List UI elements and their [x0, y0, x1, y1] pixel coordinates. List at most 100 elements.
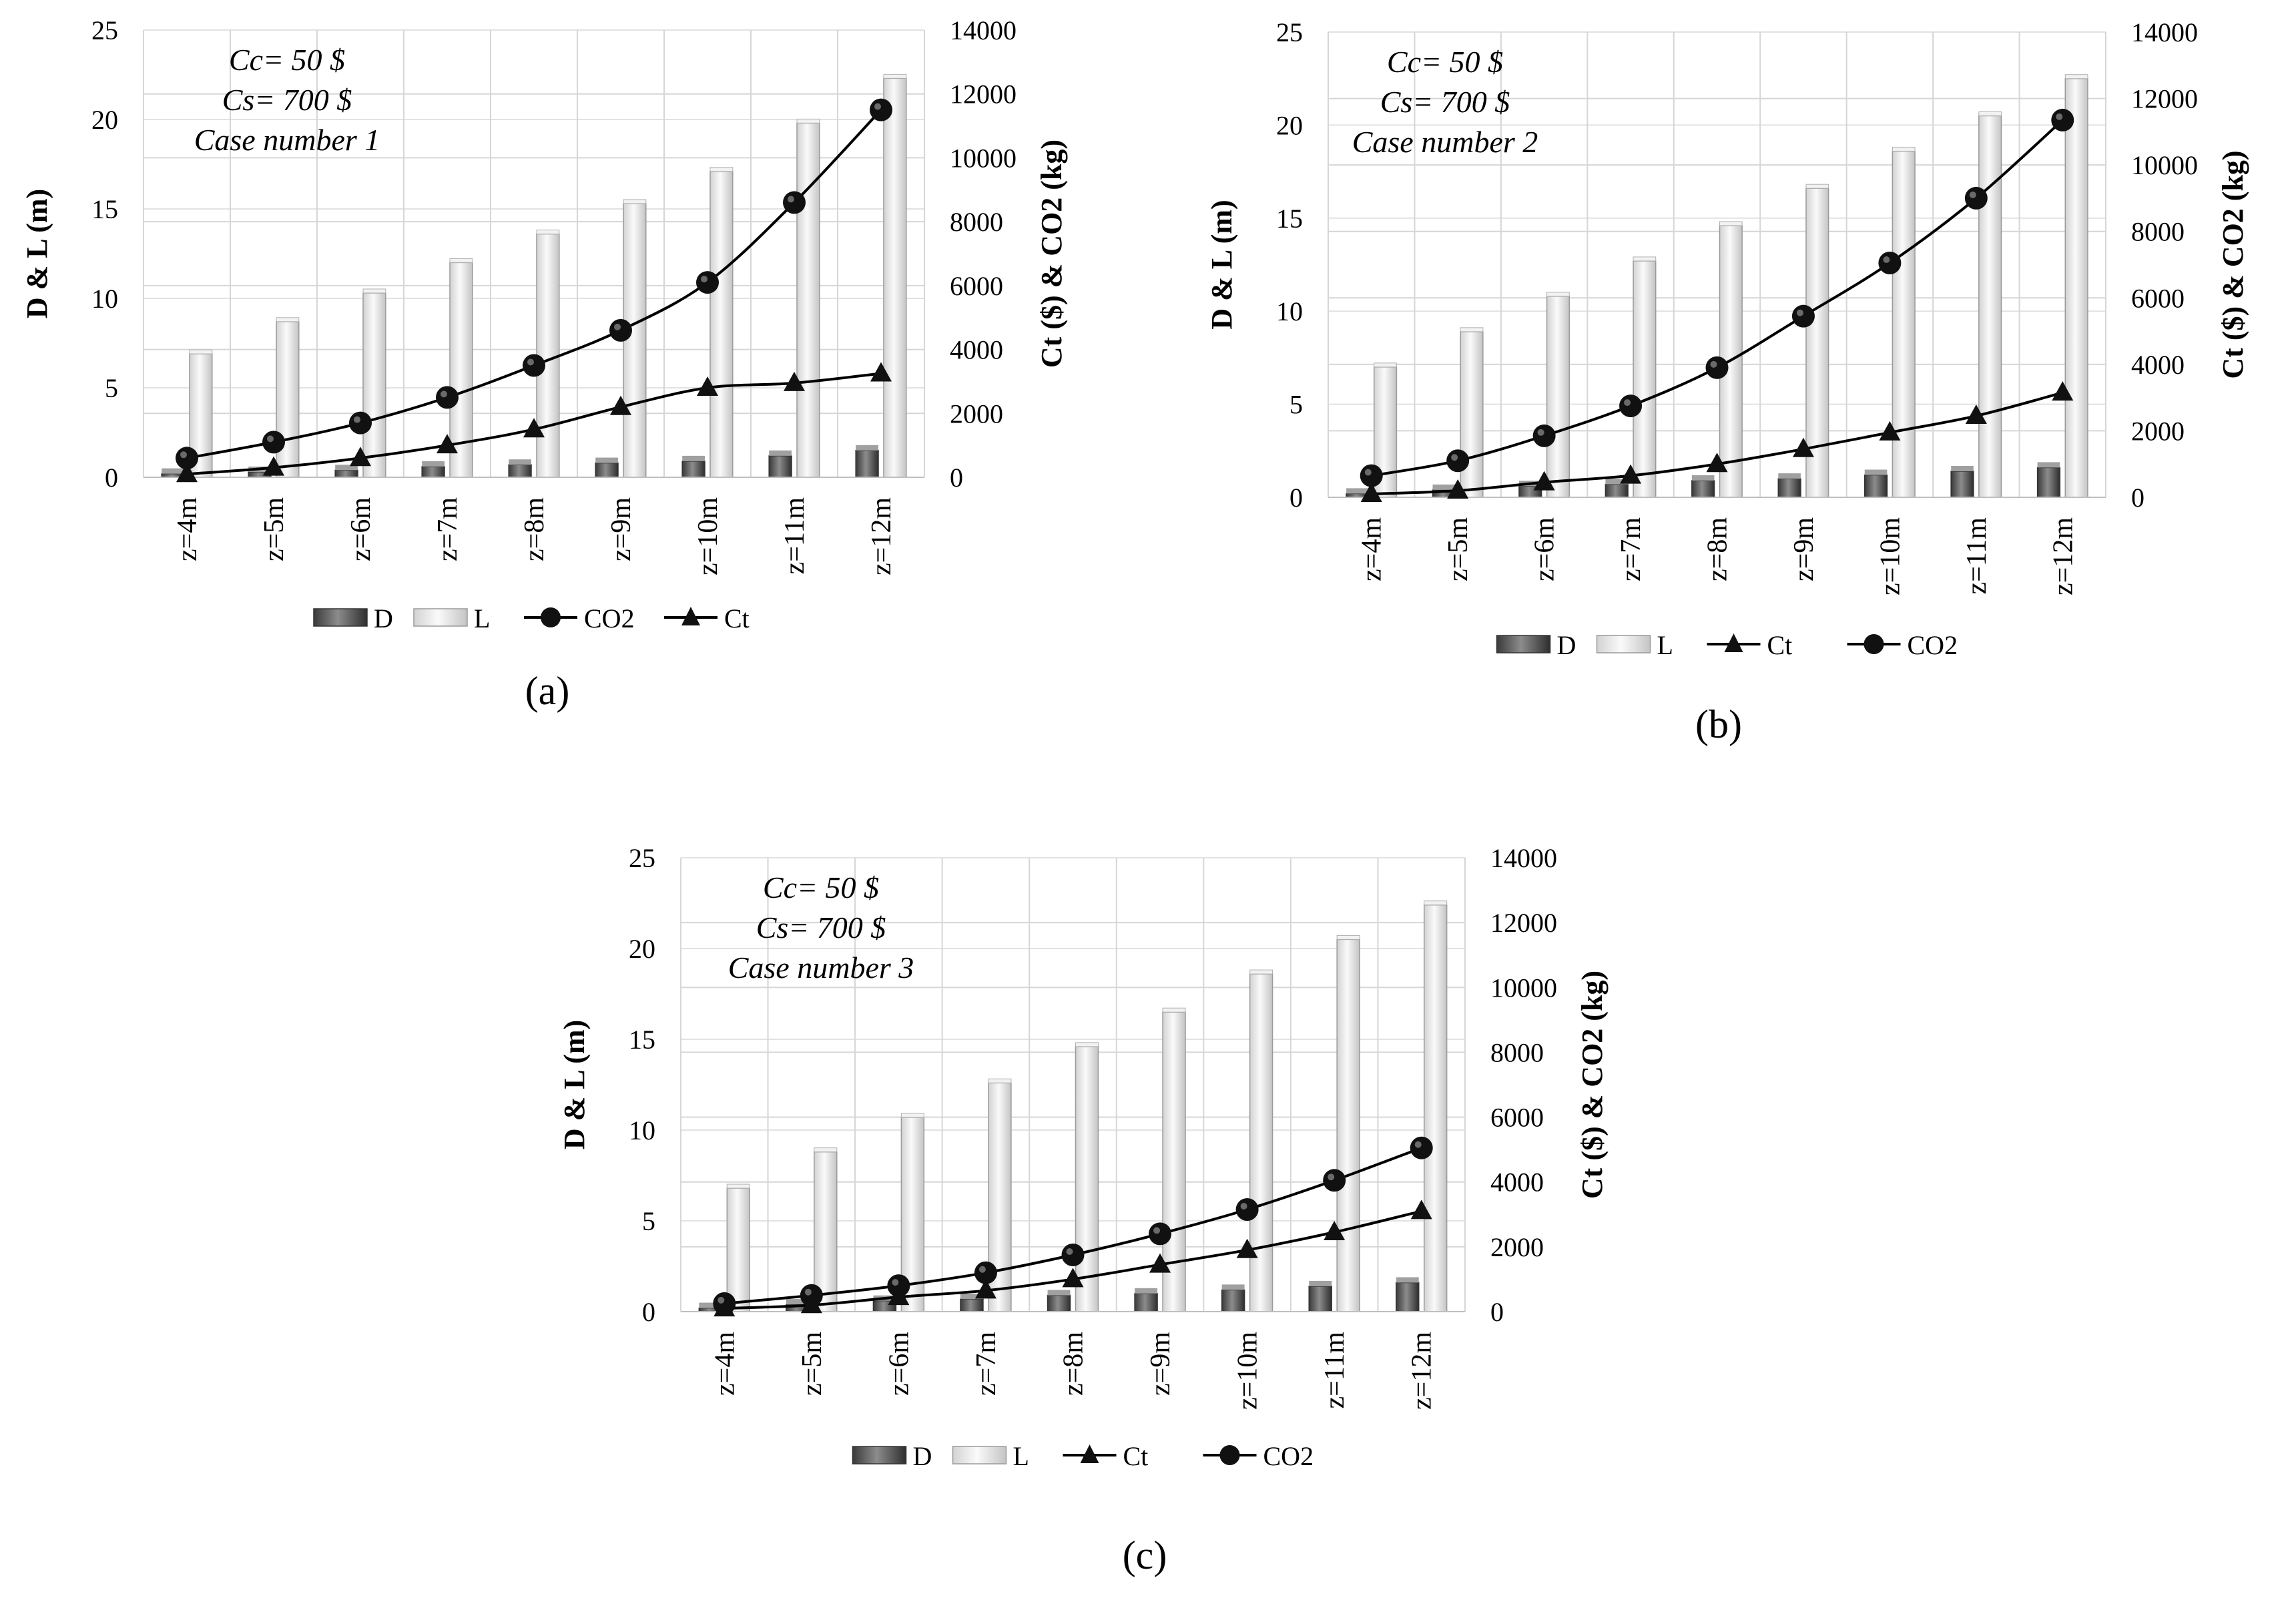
y-tick-label-right: 6000	[1490, 1103, 1544, 1133]
y-axis-title-right: Ct ($) & CO2 (kg)	[1035, 140, 1068, 368]
y-tick-label-left: 5	[642, 1206, 655, 1236]
marker-highlight	[1796, 309, 1803, 316]
y-tick-label-left: 25	[629, 843, 655, 873]
marker-highlight	[1451, 454, 1458, 461]
marker-highlight	[1153, 1227, 1161, 1234]
marker-circle-co2	[800, 1284, 823, 1307]
x-tick-label: z=10m	[693, 497, 724, 575]
bar-d-cap	[335, 465, 358, 471]
bar-l-cap	[1162, 1007, 1186, 1013]
bar-l	[1336, 939, 1360, 1312]
y-tick-label-left: 10	[1276, 296, 1303, 326]
y-tick-label-right: 14000	[950, 15, 1017, 45]
y-axis-title-left: D & L (m)	[558, 1020, 591, 1149]
y-tick-label-left: 20	[1276, 110, 1303, 140]
marker-triangle-ct	[697, 376, 718, 396]
bar-l-cap	[1460, 327, 1484, 332]
marker-circle-co2	[1532, 424, 1556, 447]
annotation-line: Case number 2	[1352, 125, 1538, 159]
bar-d-cap	[1309, 1280, 1332, 1286]
y-tick-label-left: 25	[91, 15, 118, 45]
x-tick-label: z=8m	[519, 497, 550, 561]
y-tick-label-right: 0	[950, 463, 963, 493]
bar-d	[421, 466, 445, 478]
chart-panel-a: 0 5 10 15 20 25 0 2000 4000 6000 8000 10000 12000 140…	[21, 15, 1068, 713]
y-tick-label-right: 10000	[950, 143, 1017, 173]
bar-d	[1134, 1293, 1158, 1312]
x-tick-label: z=7m	[971, 1332, 1002, 1396]
marker-highlight	[1328, 1173, 1335, 1181]
marker-triangle-ct	[1410, 1199, 1432, 1220]
bar-l-cap	[814, 1147, 838, 1153]
marker-triangle-ct	[1879, 421, 1901, 441]
bar-d-cap	[1951, 465, 1974, 471]
bar-d	[1950, 471, 1974, 498]
x-tick-label: z=5m	[1443, 517, 1474, 581]
marker-highlight	[1883, 256, 1890, 264]
x-tick-label: z=10m	[1233, 1332, 1263, 1410]
bar-l	[796, 122, 820, 478]
y-tick-label-left: 10	[91, 284, 118, 314]
y-tick-label-left: 5	[105, 373, 118, 403]
marker-highlight	[614, 323, 621, 330]
marker-highlight	[2056, 113, 2063, 120]
marker-circle-co2	[2051, 108, 2074, 131]
marker-triangle-ct	[1324, 1221, 1346, 1240]
marker-highlight	[1969, 191, 1976, 198]
marker-highlight	[1240, 1203, 1247, 1210]
legend-marker-circle	[1863, 634, 1884, 654]
marker-circle-co2	[1149, 1222, 1172, 1246]
bar-l-cap	[362, 288, 386, 294]
marker-triangle-ct	[1149, 1253, 1171, 1273]
y-tick-label-right: 12000	[2131, 84, 2198, 114]
legend-label: Ct	[1123, 1441, 1149, 1471]
bar-d-cap	[1605, 479, 1629, 485]
series-line-co2	[186, 109, 882, 460]
y-tick-label-right: 8000	[1490, 1037, 1544, 1067]
marker-triangle-ct	[2052, 381, 2074, 401]
y-tick-label-left: 0	[105, 463, 118, 493]
y-tick-label-right: 6000	[950, 271, 1003, 301]
marker-circle-co2	[1964, 186, 1988, 210]
bar-l-cap	[1805, 184, 1829, 189]
bar-d	[1691, 480, 1715, 498]
marker-circle-co2	[262, 431, 285, 454]
bar-d	[595, 462, 619, 478]
x-tick-label: z=9m	[1145, 1332, 1176, 1396]
bar-d	[960, 1298, 984, 1312]
legend-label: CO2	[584, 603, 635, 633]
y-tick-label-right: 14000	[1490, 843, 1557, 873]
x-tick-label: z=12m	[1407, 1332, 1438, 1410]
marker-circle-co2	[870, 98, 892, 121]
marker-highlight	[701, 276, 707, 283]
bar-d-cap	[1135, 1288, 1158, 1294]
marker-triangle-ct	[784, 371, 805, 391]
marker-circle-co2	[349, 411, 372, 435]
marker-highlight	[1414, 1141, 1422, 1148]
annotation-line: Cc= 50 $	[229, 43, 345, 77]
x-tick-label: z=8m	[1059, 1332, 1089, 1396]
legend-label: D	[1557, 630, 1576, 660]
bar-l	[883, 77, 907, 478]
y-tick-label-left: 20	[91, 105, 118, 135]
marker-circle-co2	[436, 386, 459, 409]
legend-label: Ct	[724, 603, 750, 633]
bar-d-cap	[1432, 484, 1456, 490]
marker-highlight	[1364, 469, 1372, 476]
y-tick-label-left: 20	[629, 934, 655, 964]
x-tick-label: z=4m	[709, 1332, 740, 1396]
bar-d	[768, 455, 792, 478]
marker-circle-co2	[1323, 1169, 1346, 1192]
y-tick-label-right: 12000	[950, 79, 1017, 109]
bar-d-cap	[960, 1293, 983, 1299]
bar-l	[814, 1151, 838, 1312]
marker-triangle-ct	[176, 463, 198, 483]
plot-area	[144, 30, 924, 477]
y-tick-label-right: 2000	[2131, 416, 2185, 446]
legend: D L Ct CO2	[852, 1441, 1314, 1471]
bar-l	[276, 321, 300, 478]
y-tick-label-right: 4000	[1490, 1167, 1544, 1197]
y-tick-label-right: 2000	[1490, 1232, 1544, 1262]
bar-d-cap	[682, 455, 705, 461]
y-tick-label-right: 0	[1490, 1297, 1504, 1327]
